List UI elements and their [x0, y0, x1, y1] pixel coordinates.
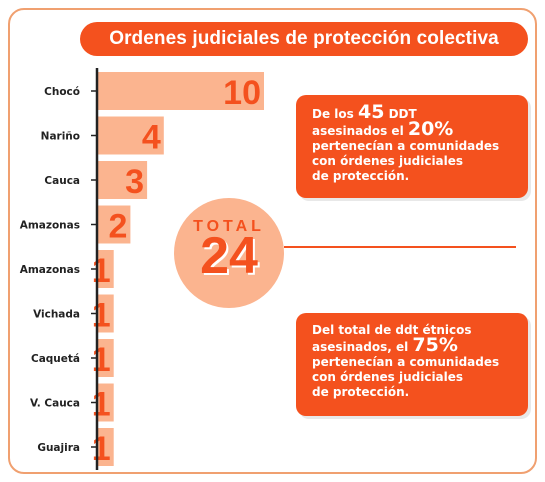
callout-top: De los 45 DDT asesinados el 20% pertenec… [296, 95, 528, 198]
bar [97, 294, 114, 333]
category-label: V. Cauca [30, 398, 80, 410]
callout-top-line1: De los 45 DDT [312, 101, 417, 123]
value-label: 1 [92, 430, 111, 468]
bar [97, 383, 114, 422]
total-label: TOTAL [193, 218, 265, 235]
bar [97, 116, 164, 155]
callout-bottom-line4: con órdenes judiciales [312, 370, 464, 384]
value-label: 2 [108, 208, 127, 246]
category-label: Nariño [41, 131, 80, 143]
callout-top-line4: con órdenes judiciales [312, 154, 464, 168]
value-label: 4 [142, 119, 161, 157]
category-label: Cauca [44, 175, 80, 187]
bar [97, 428, 114, 466]
category-label: Amazonas [20, 264, 80, 276]
connector-line [284, 246, 516, 248]
value-label: 1 [92, 297, 111, 335]
category-label: Chocó [44, 86, 80, 98]
bar [97, 72, 264, 110]
callout-top-line5: de protección. [312, 169, 410, 183]
category-label: Vichada [33, 309, 80, 321]
category-label: Caquetá [31, 353, 80, 365]
bar [97, 205, 131, 244]
value-label: 1 [92, 341, 111, 379]
total-circle [174, 198, 284, 308]
callout-bottom-line5: de protección. [312, 385, 410, 399]
category-label: Guajira [37, 442, 80, 454]
callout-top-line3: pertenecían a comunidades [312, 139, 500, 153]
category-label: Amazonas [20, 220, 80, 232]
callout-bottom-line3: pertenecían a comunidades [312, 355, 500, 369]
value-label: 1 [92, 386, 111, 424]
bar [97, 250, 114, 288]
value-label: 10 [223, 74, 261, 112]
bar [97, 161, 148, 199]
total-value: 24 [200, 227, 258, 285]
callout-bottom: Del total de ddt étnicos asesinados, el … [296, 313, 528, 416]
callout-bottom-line2: asesinados, el 75% [312, 334, 458, 356]
callout-bottom-line1: Del total de ddt étnicos [312, 323, 472, 337]
value-label: 3 [125, 163, 144, 201]
bar [97, 339, 114, 377]
value-label: 1 [92, 252, 111, 290]
chart-title: Ordenes judiciales de protección colecti… [80, 22, 528, 56]
callout-top-line2: asesinados el 20% [312, 118, 454, 140]
